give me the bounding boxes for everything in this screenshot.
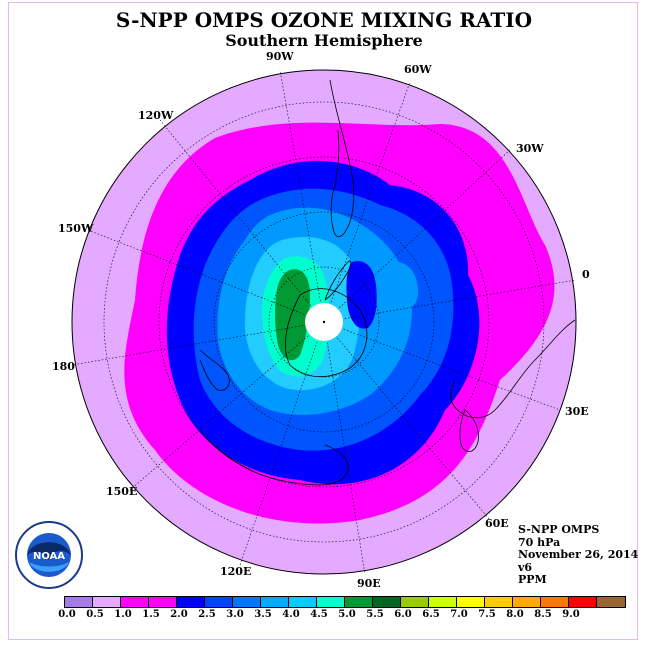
colorbar-cell — [485, 597, 513, 607]
lon-label-0: 0 — [582, 268, 590, 281]
map-subtitle: Southern Hemisphere — [225, 31, 423, 50]
local-max-field — [346, 261, 377, 329]
colorbar-cell — [317, 597, 345, 607]
colorbar-cell — [541, 597, 569, 607]
colorbar-tick-label: 7.5 — [478, 609, 496, 620]
australia-coast — [199, 429, 349, 486]
colorbar-tick-label: 2.0 — [170, 609, 188, 620]
lon-label-120e: 120E — [220, 565, 251, 578]
lon-label-180: 180 — [52, 360, 75, 373]
colorbar — [64, 596, 626, 608]
colorbar-tick-label: 8.5 — [534, 609, 552, 620]
colorbar-tick-label: 2.5 — [198, 609, 216, 620]
info-version: v6 — [518, 560, 533, 574]
colorbar-cell — [597, 597, 625, 607]
colorbar-tick-label: 6.5 — [422, 609, 440, 620]
info-instrument: S-NPP OMPS — [518, 523, 600, 536]
lon-label-30e: 30E — [565, 405, 589, 418]
lon-label-90w: 90W — [266, 50, 294, 63]
colorbar-cell — [373, 597, 401, 607]
madagascar-coast — [459, 409, 479, 452]
colorbar-cell — [93, 597, 121, 607]
lon-label-150w: 150W — [58, 222, 94, 235]
africa-coast — [450, 319, 576, 419]
info-date: November 26, 2014 — [518, 548, 639, 561]
colorbar-tick-label: 8.0 — [506, 609, 524, 620]
info-level: 70 hPa — [518, 535, 561, 549]
coastlines — [199, 79, 576, 486]
colorbar-tick-label: 1.0 — [114, 609, 132, 620]
lon-label-60w: 60W — [404, 63, 432, 76]
colorbar-cell — [345, 597, 373, 607]
colorbar-tick-label: 3.5 — [254, 609, 272, 620]
info-units: PPM — [518, 573, 547, 586]
info-block: S-NPP OMPS 70 hPa November 26, 2014 v6 P… — [518, 523, 639, 587]
antarctica-coast — [285, 288, 368, 378]
colorbar-cell — [261, 597, 289, 607]
colorbar-cell — [401, 597, 429, 607]
colorbar-tick-label: 0.5 — [86, 609, 104, 620]
colorbar-tick-label: 5.5 — [366, 609, 384, 620]
colorbar-ticks: 0.0 0.5 1.0 1.5 2.0 2.5 3.0 3.5 4.0 4.5 5.0 5.5 6.0 6… — [55, 609, 595, 623]
local-field — [389, 262, 418, 310]
colorbar-cell — [513, 597, 541, 607]
colorbar-cell — [205, 597, 233, 607]
colorbar-tick-label: 4.0 — [282, 609, 300, 620]
south-america-coast — [329, 79, 355, 238]
new-zealand-coast — [199, 349, 230, 391]
colorbar-cell — [65, 597, 93, 607]
map-border — [71, 69, 577, 575]
colorbar-tick-label: 6.0 — [394, 609, 412, 620]
colorbar-cell — [429, 597, 457, 607]
range-4.5-5.0-field — [275, 269, 310, 361]
map-title: S-NPP OMPS OZONE MIXING RATIO — [115, 8, 533, 32]
colorbar-tick-label: 9.0 — [562, 609, 580, 620]
colorbar-cell — [177, 597, 205, 607]
lon-label-120w: 120W — [138, 109, 174, 122]
colorbar-cell — [289, 597, 317, 607]
colorbar-cell — [233, 597, 261, 607]
colorbar-tick-label: 0.0 — [58, 609, 76, 620]
colorbar-cell — [149, 597, 177, 607]
figure-frame — [8, 2, 638, 640]
colorbar-tick-label: 1.5 — [142, 609, 160, 620]
colorbar-tick-label: 4.5 — [310, 609, 328, 620]
lon-label-30w: 30W — [516, 142, 544, 155]
pole-marker — [322, 320, 326, 324]
colorbar-tick-label: 7.0 — [450, 609, 468, 620]
lon-label-90e: 90E — [357, 577, 381, 590]
colorbar-tick-label: 5.0 — [338, 609, 356, 620]
noaa-logo: NOAA — [14, 520, 84, 590]
colorbar-tick-label: 3.0 — [226, 609, 244, 620]
logo-text: NOAA — [33, 551, 65, 562]
lon-label-150e: 150E — [106, 485, 137, 498]
graticule — [71, 69, 577, 575]
antarctic-peninsula — [324, 260, 352, 301]
lon-label-60e: 60E — [485, 517, 509, 530]
colorbar-cell — [457, 597, 485, 607]
colorbar-cell — [121, 597, 149, 607]
colorbar-cell — [569, 597, 597, 607]
